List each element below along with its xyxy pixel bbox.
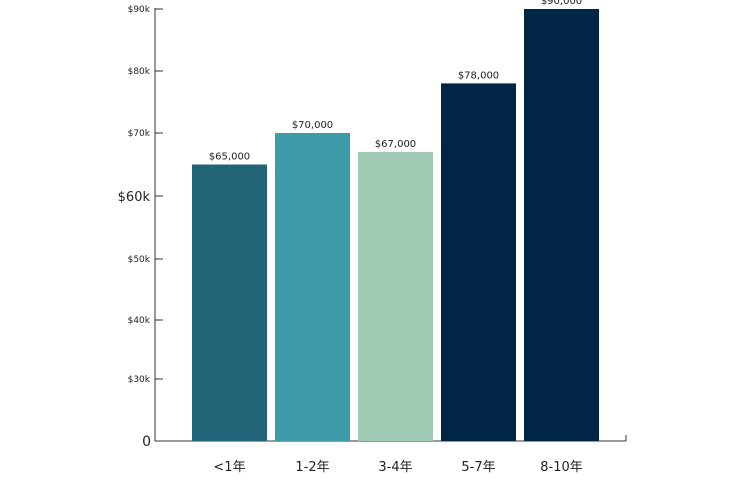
bar xyxy=(358,151,433,441)
x-category-label: 8-10年 xyxy=(540,460,583,475)
y-tick-label: $60k xyxy=(118,190,151,205)
x-axis-labels: <1年 1-2年 3-4年 5-7年 8-10年 xyxy=(213,460,582,475)
data-label: $65,000 xyxy=(209,152,250,163)
y-tick-label: $90k xyxy=(128,5,151,15)
data-labels: $65,000 $70,000 $67,000 $78,000 $90,000 xyxy=(209,0,582,163)
x-category-label: 1-2年 xyxy=(295,460,329,475)
x-category-label: 3-4年 xyxy=(378,460,412,475)
bar xyxy=(524,9,599,441)
data-label: $67,000 xyxy=(375,139,416,150)
y-tick-label: $50k xyxy=(128,255,151,265)
bar xyxy=(275,133,350,441)
bars xyxy=(192,9,599,442)
data-label: $70,000 xyxy=(292,120,333,131)
bar xyxy=(441,83,516,442)
x-category-label: 5-7年 xyxy=(461,460,495,475)
x-category-label: <1年 xyxy=(213,460,245,475)
y-tick-label: $30k xyxy=(128,375,151,385)
data-label: $78,000 xyxy=(458,70,499,81)
bar xyxy=(192,164,267,441)
data-label: $90,000 xyxy=(541,0,582,7)
y-tick-label: $80k xyxy=(128,67,151,77)
y-tick-label: $40k xyxy=(128,316,151,326)
y-tick-label: 0 xyxy=(142,434,151,450)
y-axis-ticks: 0 $30k $40k $50k $60k $70k $80k $90k xyxy=(118,5,163,450)
y-tick-label: $70k xyxy=(128,129,151,139)
